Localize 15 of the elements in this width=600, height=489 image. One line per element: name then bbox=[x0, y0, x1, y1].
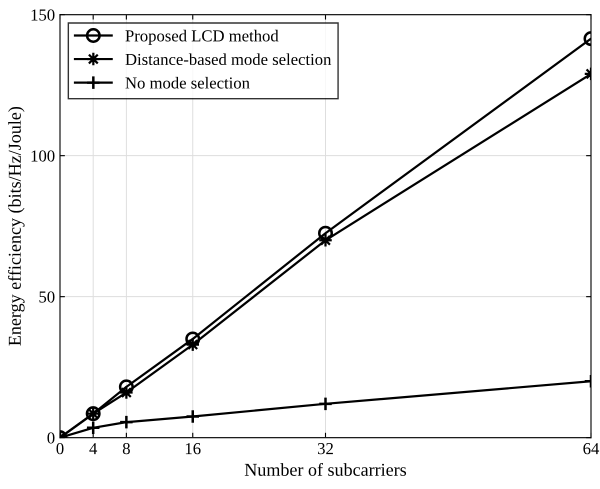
x-tick-label: 32 bbox=[318, 443, 333, 454]
x-tick-label: 64 bbox=[583, 443, 600, 454]
x-axis-title: Number of subcarriers bbox=[244, 463, 406, 476]
legend-label: No mode selection bbox=[125, 76, 250, 89]
legend-label: Distance-based mode selection bbox=[125, 53, 332, 66]
y-tick-label: 150 bbox=[32, 9, 55, 21]
x-tick-label: 16 bbox=[186, 443, 201, 454]
y-axis-title: Energy efficiency (bits/Hz/Joule) bbox=[8, 106, 25, 346]
x-tick-label: 4 bbox=[89, 443, 98, 454]
x-tick-label: 0 bbox=[56, 443, 64, 454]
y-tick-label: 50 bbox=[39, 291, 55, 303]
y-tick-label: 100 bbox=[32, 150, 55, 162]
x-tick-label: 8 bbox=[122, 443, 130, 454]
legend-label: Proposed LCD method bbox=[125, 30, 278, 45]
y-tick-label: 0 bbox=[47, 432, 55, 444]
